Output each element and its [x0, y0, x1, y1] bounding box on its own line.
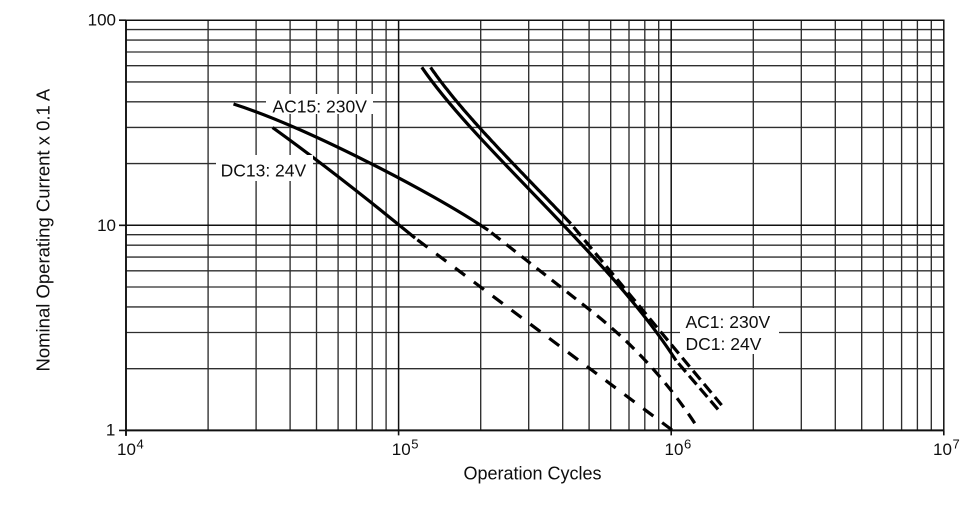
svg-text:AC15: 230V: AC15: 230V [273, 97, 368, 117]
svg-text:10: 10 [933, 440, 952, 459]
svg-text:10: 10 [392, 440, 411, 459]
svg-text:100: 100 [88, 11, 116, 30]
svg-text:AC1: 230V: AC1: 230V [686, 312, 771, 332]
svg-text:6: 6 [684, 436, 691, 451]
svg-text:Operation Cycles: Operation Cycles [464, 463, 602, 483]
svg-text:5: 5 [411, 436, 418, 451]
svg-text:10: 10 [117, 440, 136, 459]
svg-text:7: 7 [953, 436, 960, 451]
svg-text:DC13: 24V: DC13: 24V [221, 161, 307, 181]
svg-text:Nominal Operating Current x 0.: Nominal Operating Current x 0.1 A [33, 88, 54, 371]
svg-text:10: 10 [665, 440, 684, 459]
svg-text:DC1: 24V: DC1: 24V [686, 334, 762, 354]
svg-text:1: 1 [106, 420, 115, 439]
svg-text:10: 10 [97, 216, 116, 235]
svg-text:4: 4 [137, 436, 144, 451]
